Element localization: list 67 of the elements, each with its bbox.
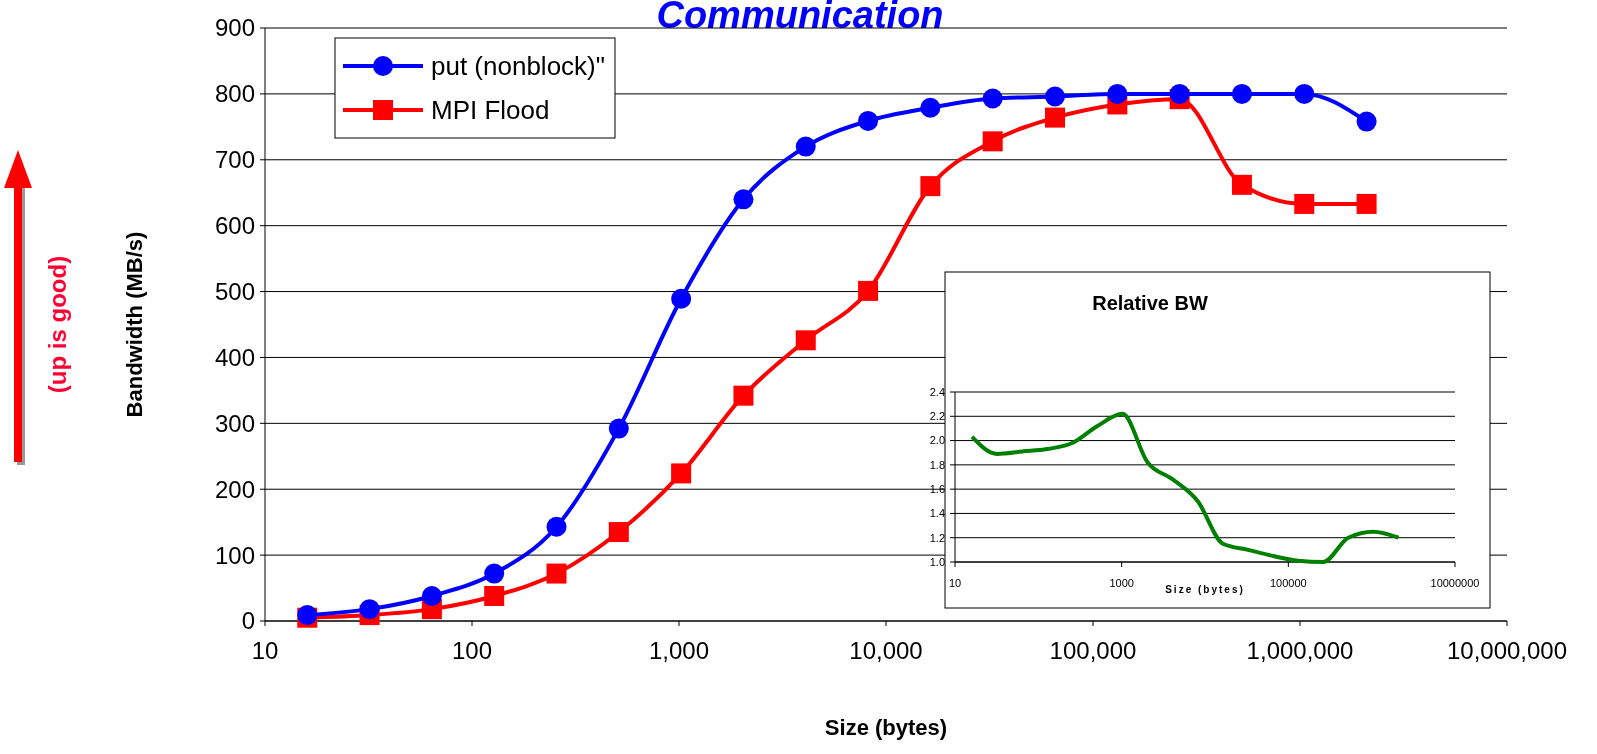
x-tick-label: 1,000 [648, 637, 710, 664]
point [1294, 193, 1315, 214]
legend-label: MPI Flood [431, 95, 550, 126]
x-tick-label: 10 [948, 577, 962, 589]
point [982, 131, 1003, 152]
y-tick-label: 200 [214, 475, 255, 503]
x-tick-label: 10,000 [849, 637, 923, 664]
point [1356, 111, 1377, 132]
point [671, 463, 692, 484]
point [421, 585, 442, 606]
x-tick-label: 10 [251, 637, 279, 664]
x-tick-label: 1,000,000 [1246, 637, 1354, 664]
x-tick-label: 10,000,000 [1446, 637, 1568, 664]
point [1045, 86, 1066, 107]
point [359, 599, 380, 620]
point [671, 288, 692, 309]
y-tick-label: 800 [214, 80, 255, 108]
point [546, 516, 567, 537]
legend-label: put (nonblock)" [431, 51, 605, 82]
y-tick-label: 2.4 [929, 385, 945, 398]
chart-title: Communication [656, 0, 944, 36]
point [1231, 174, 1252, 195]
x-axis-title: Size (bytes) [1165, 584, 1245, 595]
point [795, 330, 816, 351]
point [982, 88, 1003, 109]
point [608, 418, 629, 439]
y-tick-label: 1.0 [929, 555, 945, 568]
y-tick-label: 600 [214, 212, 255, 240]
y-tick-label: 700 [214, 146, 255, 174]
y-tick-label: 400 [214, 343, 255, 371]
point [1294, 83, 1315, 104]
point [1107, 83, 1128, 104]
point [1169, 83, 1190, 104]
point [484, 585, 505, 606]
y-tick-label: 0 [241, 607, 255, 635]
text: (up is good) [44, 255, 71, 394]
y-tick-label: 2.2 [929, 410, 945, 423]
point [920, 97, 941, 118]
y-tick-label: 100 [214, 541, 255, 569]
x-axis-title: Size (bytes) [824, 715, 948, 740]
point [608, 522, 629, 543]
chart-title: Relative BW [1092, 292, 1208, 314]
y-tick-label: 500 [214, 277, 255, 305]
point [858, 280, 879, 301]
line-series [970, 411, 1401, 564]
y-tick-label: 1.8 [929, 458, 945, 471]
point [920, 176, 941, 197]
x-tick-label: 100 [451, 637, 493, 664]
x-tick-label: 10000000 [1430, 577, 1480, 589]
point [546, 563, 567, 584]
y-tick-label: 300 [214, 409, 255, 437]
x-tick-label: 100,000 [1049, 637, 1137, 664]
y-tick-label: 1.2 [929, 531, 945, 544]
x-tick-label: 100000 [1269, 577, 1307, 589]
point [733, 189, 754, 210]
y-tick-label: 900 [214, 14, 255, 42]
point [1045, 107, 1066, 128]
point [795, 136, 816, 157]
y-axis-title: Bandwidth (MB/s) [122, 231, 147, 418]
point [484, 563, 505, 584]
point [1231, 83, 1252, 104]
y-tick-label: 2.0 [929, 434, 945, 447]
point [1356, 193, 1377, 214]
x-tick-label: 1000 [1109, 577, 1134, 589]
y-tick-label: 1.4 [929, 507, 945, 520]
point [858, 110, 879, 131]
point [733, 385, 754, 406]
